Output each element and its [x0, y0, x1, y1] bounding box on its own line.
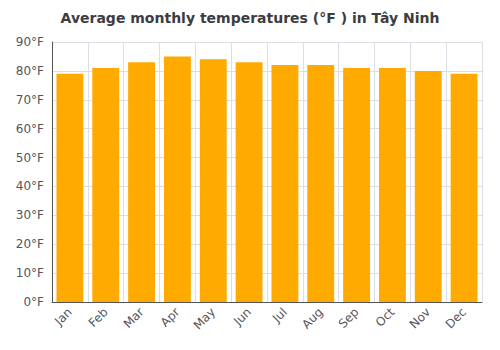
svg-text:Dec: Dec — [443, 305, 469, 331]
svg-text:Feb: Feb — [86, 305, 111, 330]
svg-text:70°F: 70°F — [16, 93, 44, 107]
svg-text:May: May — [191, 305, 218, 332]
svg-text:90°F: 90°F — [16, 35, 44, 49]
svg-text:10°F: 10°F — [16, 266, 44, 280]
svg-text:Jun: Jun — [230, 305, 254, 329]
svg-text:Apr: Apr — [158, 305, 183, 330]
svg-text:Mar: Mar — [121, 305, 147, 331]
svg-text:30°F: 30°F — [16, 208, 44, 222]
svg-text:50°F: 50°F — [16, 151, 44, 165]
svg-text:80°F: 80°F — [16, 64, 44, 78]
svg-text:Nov: Nov — [407, 305, 433, 331]
svg-text:Jul: Jul — [269, 305, 290, 326]
svg-text:Jan: Jan — [51, 305, 75, 329]
svg-text:60°F: 60°F — [16, 122, 44, 136]
svg-text:Aug: Aug — [299, 305, 325, 331]
svg-text:40°F: 40°F — [16, 179, 44, 193]
svg-text:0°F: 0°F — [23, 295, 44, 309]
svg-text:Oct: Oct — [373, 305, 398, 330]
svg-text:20°F: 20°F — [16, 237, 44, 251]
svg-text:Sep: Sep — [336, 305, 362, 331]
svg-text:Average monthly temperatures (: Average monthly temperatures (°F ) in Tâ… — [61, 10, 440, 26]
